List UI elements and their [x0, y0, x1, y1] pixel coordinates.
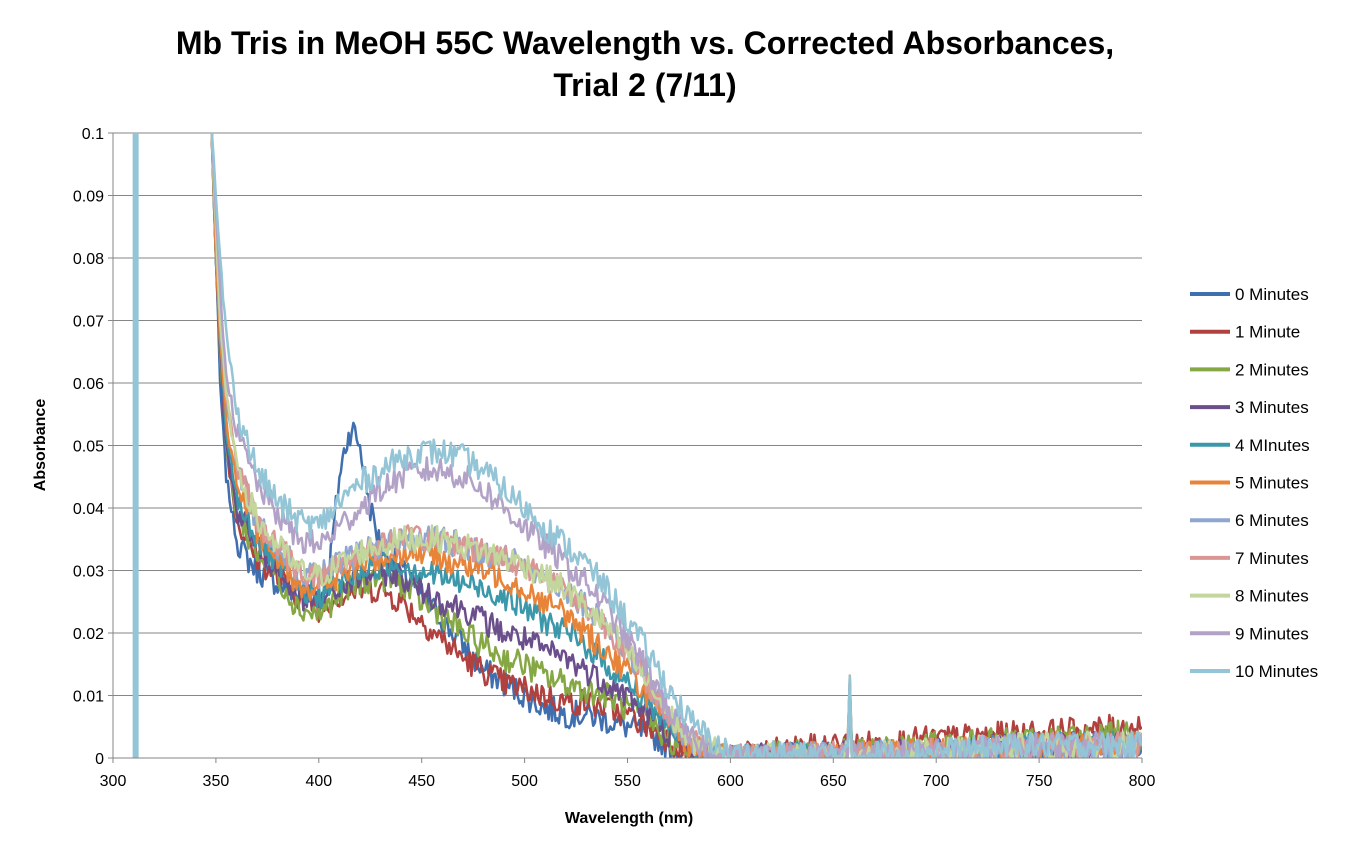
x-tick-label: 400 — [305, 773, 332, 790]
x-tick-label: 550 — [614, 773, 641, 790]
y-tick-label: 0.08 — [73, 251, 104, 268]
x-tick-label: 700 — [923, 773, 950, 790]
chart-title: Mb Tris in MeOH 55C Wavelength vs. Corre… — [0, 22, 1290, 106]
chart-title-line-1: Mb Tris in MeOH 55C Wavelength vs. Corre… — [175, 25, 1115, 61]
legend-label: 10 Minutes — [1235, 662, 1318, 681]
legend-label: 4 MInutes — [1235, 436, 1310, 455]
series-line — [210, 137, 1142, 758]
y-tick-label: 0.01 — [73, 689, 104, 706]
series-line — [210, 138, 1142, 758]
series-lines — [132, 133, 1142, 758]
legend-label: 6 Minutes — [1235, 511, 1309, 530]
legend-label: 0 Minutes — [1235, 285, 1309, 304]
legend-label: 1 Minute — [1235, 323, 1300, 342]
legend-label: 3 Minutes — [1235, 398, 1309, 417]
x-tick-label: 650 — [820, 773, 847, 790]
legend-label: 7 Minutes — [1235, 549, 1309, 568]
y-tick-label: 0.05 — [73, 439, 104, 456]
x-tick-label: 500 — [511, 773, 538, 790]
x-tick-label: 800 — [1129, 773, 1156, 790]
legend-label: 9 Minutes — [1235, 624, 1309, 643]
y-tick-label: 0 — [95, 751, 104, 768]
x-tick-label: 300 — [100, 773, 127, 790]
chart-title-line-2: Trial 2 (7/11) — [553, 67, 737, 103]
legend-label: 5 Minutes — [1235, 474, 1309, 493]
y-axis-label: Absorbance — [32, 399, 49, 492]
series-line — [210, 133, 1142, 758]
axes: 0 0.01 0.02 0.03 0.04 0.05 0.06 0.07 0.08 0.09 0.1… — [73, 126, 1156, 790]
legend: 0 Minutes 1 Minute 2 Minutes 3 Minutes 4 MIn… — [1190, 285, 1318, 681]
x-tick-label: 750 — [1026, 773, 1053, 790]
x-tick-label: 350 — [203, 773, 230, 790]
y-tick-label: 0.09 — [73, 189, 104, 206]
series-line — [210, 136, 1142, 758]
y-tick-label: 0.02 — [73, 626, 104, 643]
series-group — [132, 133, 1142, 758]
grid-lines — [113, 132, 1142, 696]
y-tick-label: 0.07 — [73, 314, 104, 331]
series-line — [210, 134, 1142, 758]
legend-label: 2 Minutes — [1235, 360, 1309, 379]
legend-label: 8 Minutes — [1235, 587, 1309, 606]
series-line — [210, 133, 1142, 758]
y-tick-label: 0.06 — [73, 376, 104, 393]
y-tick-label: 0.04 — [73, 501, 104, 518]
x-axis-label: Wavelength (nm) — [565, 810, 693, 827]
y-tick-label: 0.03 — [73, 564, 104, 581]
x-tick-label: 600 — [717, 773, 744, 790]
y-tick-label: 0.1 — [82, 126, 104, 143]
x-tick-label: 450 — [408, 773, 435, 790]
